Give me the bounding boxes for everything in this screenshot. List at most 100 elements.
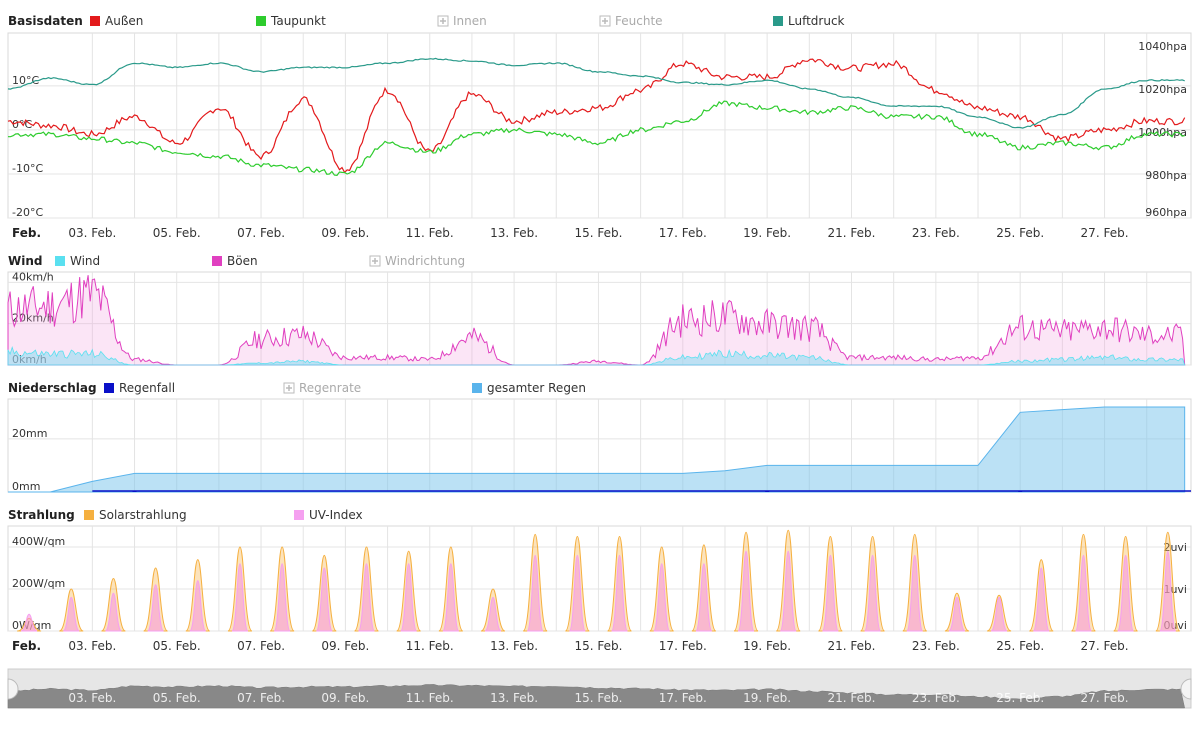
y2-tick-label: 2uvi [1163, 541, 1187, 554]
date-tick-label: 07. Feb. [237, 639, 285, 653]
range-navigator[interactable]: 03. Feb. 05. Feb. 07. Feb. 09. Feb. 11. Feb.… [7, 668, 1192, 709]
uv-peak [906, 554, 924, 632]
date-tick-label: 15. Feb. [574, 226, 622, 240]
y-tick-label: 0mm [12, 480, 40, 493]
legend-item-strahlung-1[interactable]: UV-Index [294, 508, 363, 522]
legend-item-basisdaten-0[interactable]: Außen [90, 14, 143, 28]
y-tick-label: 40km/h [12, 270, 54, 283]
legend-label: Taupunkt [270, 14, 326, 28]
panel-wind: 40km/h20km/h0km/hWindWindBöenWindrichtun… [7, 254, 1192, 366]
legend-item-basisdaten-4[interactable]: Luftdruck [773, 14, 845, 28]
uv-peak [737, 550, 755, 632]
series-line-außen [7, 58, 1186, 174]
uv-peak [990, 596, 1008, 632]
navigator-right-handle-icon[interactable] [1180, 678, 1192, 700]
legend-swatch [84, 510, 94, 520]
date-tick-label: 17. Feb. [659, 226, 707, 240]
uv-peak [568, 554, 586, 632]
y2-tick-label: 980hpa [1145, 169, 1187, 182]
date-tick-label: 03. Feb. [68, 639, 116, 653]
uv-peak [1074, 554, 1092, 632]
legend-label: Windrichtung [385, 254, 465, 268]
navigator-series [7, 684, 1185, 709]
navigator-tick-label: 27. Feb. [1081, 691, 1129, 705]
legend-swatch [212, 256, 222, 266]
date-tick-label: 27. Feb. [1081, 226, 1129, 240]
navigator-tick-label: 13. Feb. [490, 691, 538, 705]
y-tick-label: 200W/qm [12, 577, 65, 590]
legend-item-strahlung-0[interactable]: Solarstrahlung [84, 508, 187, 522]
uv-peak [62, 596, 80, 632]
navigator-left-handle-icon[interactable] [7, 678, 19, 700]
legend-item-basisdaten-2[interactable]: Innen [437, 14, 487, 28]
navigator-tick-label: 07. Feb. [237, 691, 285, 705]
uv-peak [695, 563, 713, 632]
navigator-tick-label: 23. Feb. [912, 691, 960, 705]
panel-niederschlag: 20mm 0mm Niederschlag Regenfall Regenrate ges… [7, 381, 1192, 493]
legend-item-basisdaten-1[interactable]: Taupunkt [256, 14, 326, 28]
navigator-tick-label: 17. Feb. [659, 691, 707, 705]
uv-peak [484, 596, 502, 632]
legend-swatch [55, 256, 65, 266]
date-tick-label: 23. Feb. [912, 226, 960, 240]
date-tick-label: 13. Feb. [490, 226, 538, 240]
uv-peak [653, 563, 671, 632]
navigator-tick-label: 05. Feb. [153, 691, 201, 705]
legend-label: Böen [227, 254, 258, 268]
y2-tick-label: 960hpa [1145, 206, 1187, 219]
legend-item-wind-0[interactable]: Wind [55, 254, 100, 268]
date-tick-label: 09. Feb. [321, 226, 369, 240]
uv-peak [104, 592, 122, 632]
date-tick-label: 17. Feb. [659, 639, 707, 653]
date-tick-label: 23. Feb. [912, 639, 960, 653]
legend-item-niederschlag-0[interactable]: Regenfall [104, 381, 175, 395]
month-label: Feb. [12, 639, 41, 653]
uv-peak [1159, 550, 1177, 632]
uv-peak [821, 554, 839, 632]
legend-item-wind-2[interactable]: Windrichtung [369, 254, 465, 268]
legend-swatch [256, 16, 266, 26]
legend-item-wind-1[interactable]: Böen [212, 254, 258, 268]
month-label: Feb. [12, 226, 41, 240]
legend-item-niederschlag-2[interactable]: gesamter Regen [472, 381, 586, 395]
date-tick-label: 15. Feb. [574, 639, 622, 653]
date-tick-label: 27. Feb. [1081, 639, 1129, 653]
series-area-wind [7, 345, 1186, 366]
date-tick-label: 19. Feb. [743, 226, 791, 240]
uv-peak [526, 554, 544, 632]
date-tick-label: 25. Feb. [996, 639, 1044, 653]
uv-peak [1032, 567, 1050, 632]
legend-item-niederschlag-1[interactable]: Regenrate [283, 381, 361, 395]
navigator-tick-label: 25. Feb. [996, 691, 1044, 705]
navigator-tick-label: 11. Feb. [406, 691, 454, 705]
uv-peak [315, 567, 333, 632]
date-tick-label: 19. Feb. [743, 639, 791, 653]
navigator-tick-label: 19. Feb. [743, 691, 791, 705]
navigator-tick-label: 15. Feb. [574, 691, 622, 705]
date-tick-label: 03. Feb. [68, 226, 116, 240]
y-tick-label: 10°C [12, 74, 39, 87]
uv-peak [231, 563, 249, 632]
legend-label: Feuchte [615, 14, 663, 28]
y2-tick-label: 1000hpa [1138, 126, 1187, 139]
legend-swatch [773, 16, 783, 26]
legend-swatch [294, 510, 304, 520]
series-line-luftdruck [7, 57, 1185, 129]
legend-item-basisdaten-3[interactable]: Feuchte [599, 14, 663, 28]
uv-peak [189, 580, 207, 632]
uv-peak [442, 563, 460, 632]
y-tick-label: 400W/qm [12, 535, 65, 548]
legend-swatch [90, 16, 100, 26]
y-tick-label: -20°C [12, 206, 43, 219]
legend-label: Regenrate [299, 381, 361, 395]
y-tick-label: -10°C [12, 162, 43, 175]
date-tick-label: 05. Feb. [153, 226, 201, 240]
series-line-taupunkt [8, 100, 1185, 177]
legend-label: Innen [453, 14, 487, 28]
uv-peak [357, 563, 375, 632]
uv-peak [864, 554, 882, 632]
y2-tick-label: 1040hpa [1138, 40, 1187, 53]
panel-title-niederschlag: Niederschlag [8, 381, 97, 395]
uv-peak [948, 596, 966, 632]
